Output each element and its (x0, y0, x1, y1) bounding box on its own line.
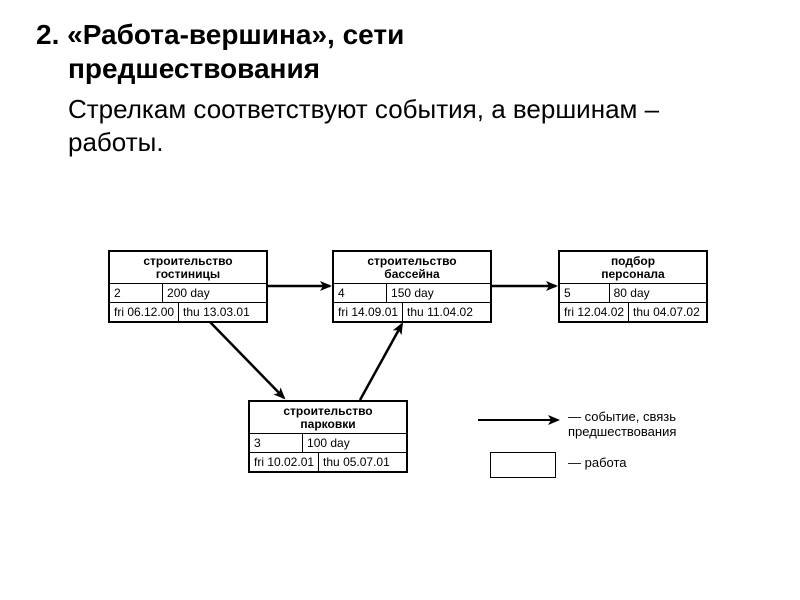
legend-box-label: — работа (568, 456, 627, 471)
task-duration: 80 day (610, 284, 706, 302)
task-row-duration: 4150 day (334, 284, 490, 303)
task-row-dates: fri 10.02.01thu 05.07.01 (250, 453, 406, 471)
edge-hotel-parking (210, 322, 284, 398)
task-start: fri 14.09.01 (334, 303, 403, 321)
task-duration: 150 day (387, 284, 490, 302)
edge-parking-pool (360, 324, 402, 400)
task-row-dates: fri 06.12.00thu 13.03.01 (110, 303, 266, 321)
task-node-parking: строительствопарковки3100 dayfri 10.02.0… (248, 400, 408, 473)
task-node-hotel: строительствогостиницы2200 dayfri 06.12.… (108, 250, 268, 323)
task-row-dates: fri 12.04.02thu 04.07.02 (560, 303, 706, 321)
task-title: строительствогостиницы (110, 252, 266, 284)
task-id: 2 (110, 284, 163, 302)
task-title: строительствопарковки (250, 402, 406, 434)
task-title: подборперсонала (560, 252, 706, 284)
legend-box-icon (490, 452, 556, 478)
legend-arrow-label: — событие, связь предшествования (568, 410, 728, 440)
task-start: fri 06.12.00 (110, 303, 179, 321)
task-start: fri 12.04.02 (560, 303, 629, 321)
task-id: 5 (560, 284, 610, 302)
task-row-dates: fri 14.09.01thu 11.04.02 (334, 303, 490, 321)
task-duration: 200 day (163, 284, 266, 302)
task-start: fri 10.02.01 (250, 453, 319, 471)
task-node-pool: строительствобассейна4150 dayfri 14.09.0… (332, 250, 492, 323)
task-id: 3 (250, 434, 303, 452)
task-row-duration: 580 day (560, 284, 706, 303)
task-end: thu 05.07.01 (319, 453, 406, 471)
task-row-duration: 2200 day (110, 284, 266, 303)
task-row-duration: 3100 day (250, 434, 406, 453)
task-title: строительствобассейна (334, 252, 490, 284)
task-id: 4 (334, 284, 387, 302)
task-end: thu 11.04.02 (403, 303, 490, 321)
precedence-diagram: строительствогостиницы2200 dayfri 06.12.… (0, 0, 800, 600)
task-duration: 100 day (303, 434, 406, 452)
task-end: thu 13.03.01 (179, 303, 266, 321)
task-end: thu 04.07.02 (629, 303, 706, 321)
task-node-staff: подборперсонала580 dayfri 12.04.02thu 04… (558, 250, 708, 323)
